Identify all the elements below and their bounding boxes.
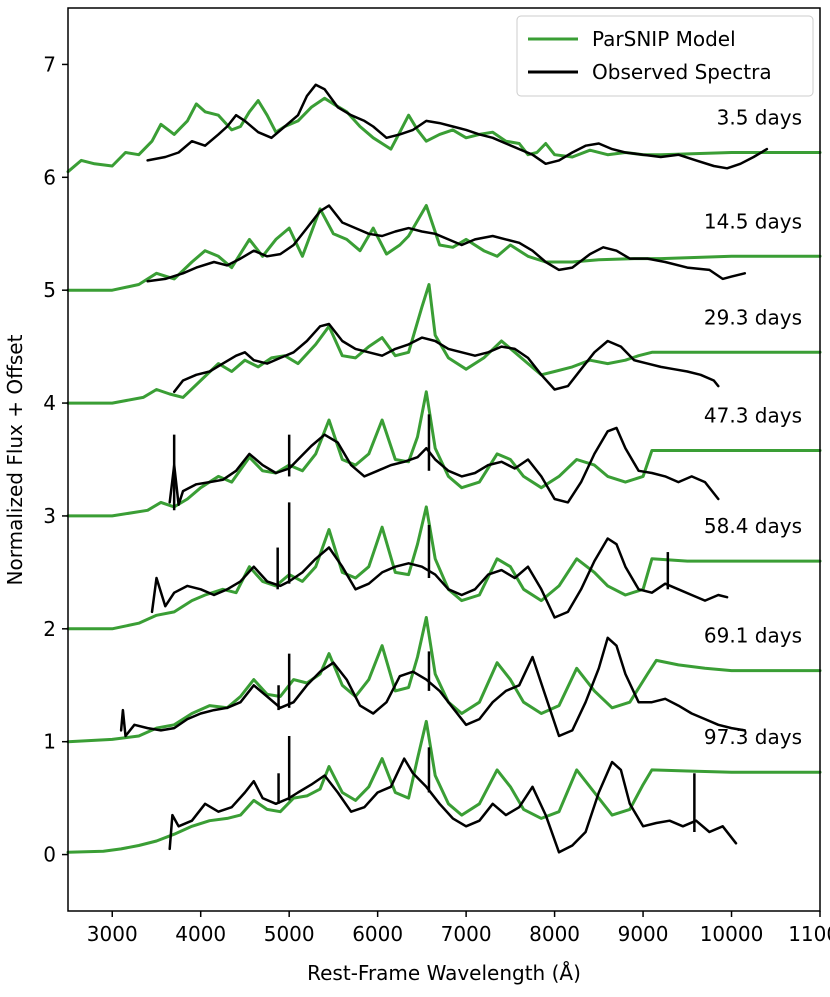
x-tick-label-4000: 4000 [175, 922, 226, 946]
epoch-label-0: 3.5 days [717, 105, 802, 129]
x-tick-label-5000: 5000 [264, 922, 315, 946]
observed-line-0 [146, 83, 769, 170]
x-tick-label-8000: 8000 [529, 922, 580, 946]
x-axis-title: Rest-Frame Wavelength (Å) [307, 961, 581, 985]
y-tick-label-2: 2 [43, 617, 56, 641]
y-tick-label-1: 1 [43, 730, 56, 754]
ticks-layer: 3000 4000 5000 6000 7000 8000 9000 10000 11000 0 1… [43, 52, 830, 946]
model-line-6 [66, 719, 822, 854]
observed-line-2 [172, 322, 720, 394]
plot-frame [67, 7, 821, 912]
y-tick-label-6: 6 [43, 165, 56, 189]
y-tick-label-0: 0 [43, 843, 56, 867]
y-tick-label-7: 7 [43, 52, 56, 76]
observed-line-4 [150, 537, 729, 619]
observed-line-3 [168, 426, 720, 506]
x-tick-label-11000: 11000 [788, 922, 830, 946]
legend: ParSNIP Model Observed Spectra [516, 15, 814, 97]
observed-line-6 [168, 757, 738, 854]
epoch-label-1: 14.5 days [704, 209, 802, 233]
observed-line-1 [146, 204, 747, 283]
observed-line-5 [119, 636, 747, 738]
epoch-label-3: 47.3 days [704, 403, 802, 427]
x-tick-label-10000: 10000 [700, 922, 764, 946]
epoch-label-2: 29.3 days [704, 305, 802, 329]
model-line-3 [66, 390, 822, 518]
model-line-4 [66, 505, 822, 631]
epoch-label-4: 58.4 days [704, 514, 802, 538]
epoch-label-5: 69.1 days [704, 624, 802, 648]
x-tick-label-6000: 6000 [352, 922, 403, 946]
x-tick-label-9000: 9000 [618, 922, 669, 946]
x-tick-label-3000: 3000 [87, 922, 138, 946]
y-tick-label-3: 3 [43, 504, 56, 528]
y-axis-title: Normalized Flux + Offset [3, 334, 27, 585]
y-tick-label-5: 5 [43, 278, 56, 302]
epoch-label-layer: 3.5 days 14.5 days 29.3 days 47.3 days 58.4 … [704, 105, 802, 749]
y-tick-label-4: 4 [43, 391, 56, 415]
series-layer [66, 83, 822, 854]
x-tick-label-7000: 7000 [441, 922, 492, 946]
epoch-label-6: 97.3 days [704, 725, 802, 749]
legend-label-observed: Observed Spectra [592, 60, 772, 84]
legend-box [516, 15, 814, 97]
axes-layer [67, 7, 821, 912]
model-line-0 [66, 96, 822, 174]
legend-label-model: ParSNIP Model [592, 27, 736, 51]
